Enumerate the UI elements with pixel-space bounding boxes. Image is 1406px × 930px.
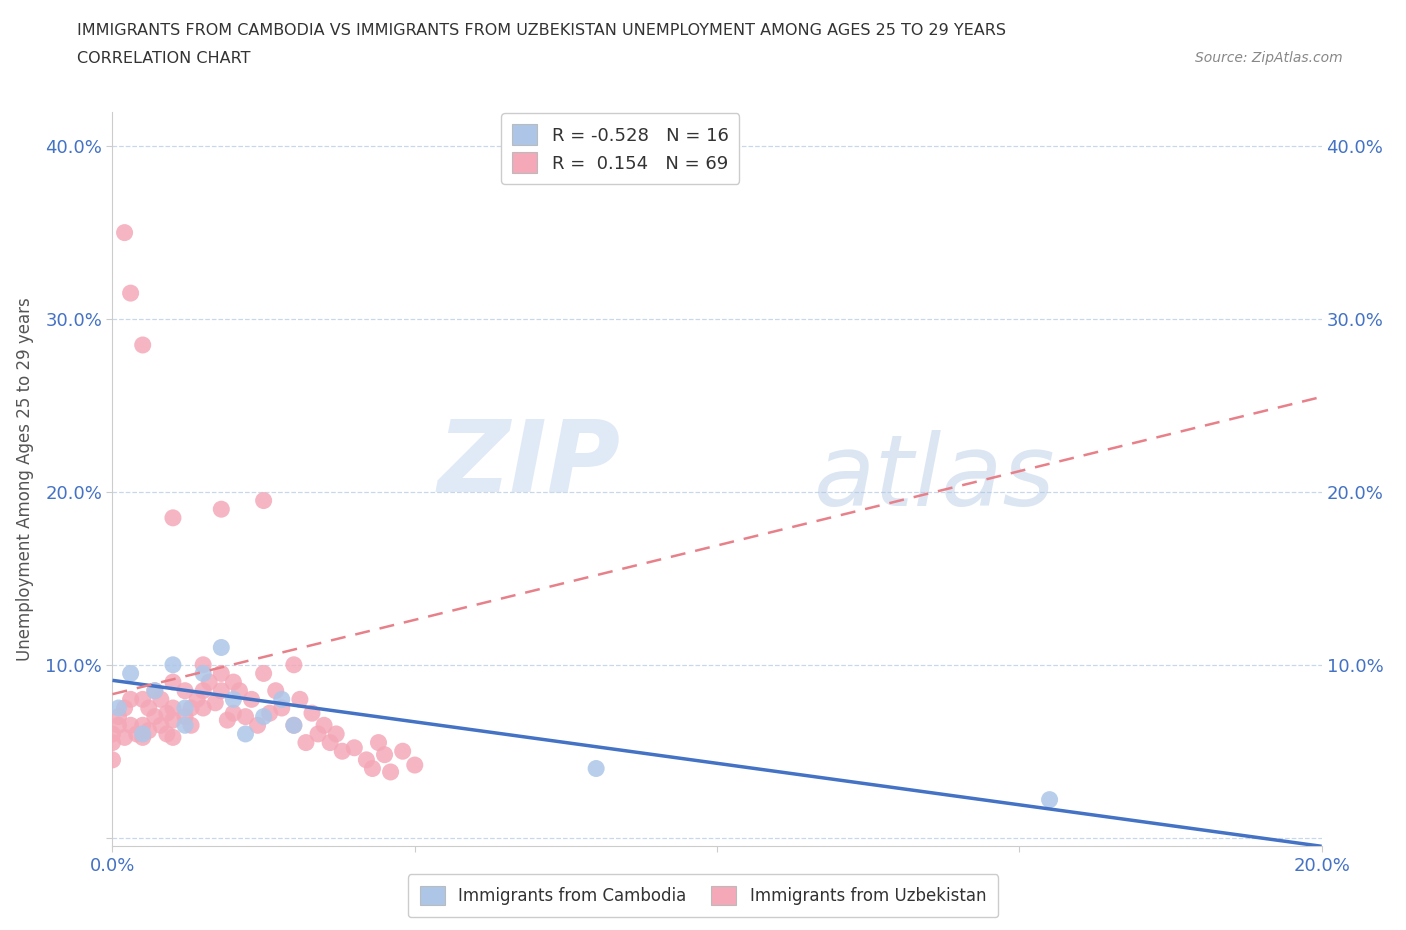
Point xyxy=(156,706,179,721)
Point xyxy=(143,710,166,724)
Point xyxy=(240,692,263,707)
Point xyxy=(235,726,257,741)
Text: Source: ZipAtlas.com: Source: ZipAtlas.com xyxy=(1195,51,1343,65)
Point xyxy=(180,718,202,733)
Point xyxy=(191,666,214,681)
Point xyxy=(114,700,136,715)
Point xyxy=(114,225,136,240)
Point xyxy=(246,718,269,733)
Point xyxy=(198,674,221,689)
Point xyxy=(209,684,232,698)
Y-axis label: Unemployment Among Ages 25 to 29 years: Unemployment Among Ages 25 to 29 years xyxy=(15,297,34,661)
Legend: R = -0.528   N = 16, R =  0.154   N = 69: R = -0.528 N = 16, R = 0.154 N = 69 xyxy=(501,113,740,184)
Point xyxy=(222,706,245,721)
Point xyxy=(367,735,389,750)
Text: atlas: atlas xyxy=(814,431,1056,527)
Point xyxy=(404,758,426,773)
Point xyxy=(101,726,124,741)
Point xyxy=(283,718,305,733)
Point xyxy=(314,718,336,733)
Point xyxy=(107,700,129,715)
Point xyxy=(149,718,172,733)
Point xyxy=(162,712,184,727)
Point xyxy=(264,684,287,698)
Point xyxy=(253,666,276,681)
Point xyxy=(585,761,607,776)
Point xyxy=(138,700,160,715)
Point xyxy=(186,692,208,707)
Point xyxy=(138,723,160,737)
Point xyxy=(253,493,276,508)
Point xyxy=(143,684,166,698)
Point xyxy=(222,692,245,707)
Point xyxy=(301,706,323,721)
Point xyxy=(162,730,184,745)
Point xyxy=(125,726,148,741)
Point xyxy=(325,726,347,741)
Point xyxy=(307,726,329,741)
Point xyxy=(180,700,202,715)
Point xyxy=(120,666,142,681)
Point xyxy=(162,658,184,672)
Point xyxy=(174,718,197,733)
Point xyxy=(162,700,184,715)
Point xyxy=(162,674,184,689)
Point xyxy=(143,684,166,698)
Point xyxy=(191,684,214,698)
Point xyxy=(191,658,214,672)
Text: IMMIGRANTS FROM CAMBODIA VS IMMIGRANTS FROM UZBEKISTAN UNEMPLOYMENT AMONG AGES 2: IMMIGRANTS FROM CAMBODIA VS IMMIGRANTS F… xyxy=(77,23,1007,38)
Point xyxy=(174,710,197,724)
Point xyxy=(270,692,292,707)
Point xyxy=(204,696,226,711)
Point xyxy=(101,752,124,767)
Point xyxy=(295,735,318,750)
Point xyxy=(380,764,402,779)
Point xyxy=(253,710,276,724)
Point xyxy=(209,640,232,655)
Point xyxy=(149,692,172,707)
Point xyxy=(391,744,413,759)
Point xyxy=(101,735,124,750)
Point xyxy=(162,511,184,525)
Point xyxy=(120,286,142,300)
Point xyxy=(107,718,129,733)
Point xyxy=(1038,792,1062,807)
Point xyxy=(235,710,257,724)
Text: CORRELATION CHART: CORRELATION CHART xyxy=(77,51,250,66)
Legend: Immigrants from Cambodia, Immigrants from Uzbekistan: Immigrants from Cambodia, Immigrants fro… xyxy=(408,874,998,917)
Point xyxy=(330,744,353,759)
Point xyxy=(209,502,232,517)
Point xyxy=(374,747,396,762)
Point xyxy=(209,666,232,681)
Point xyxy=(259,706,281,721)
Point xyxy=(217,712,239,727)
Point xyxy=(132,718,155,733)
Point xyxy=(283,718,305,733)
Point xyxy=(156,726,179,741)
Point xyxy=(191,700,214,715)
Point xyxy=(132,726,155,741)
Point xyxy=(174,684,197,698)
Point xyxy=(228,684,250,698)
Point xyxy=(270,700,292,715)
Point xyxy=(132,730,155,745)
Point xyxy=(120,692,142,707)
Point xyxy=(132,692,155,707)
Point xyxy=(174,700,197,715)
Point xyxy=(132,338,155,352)
Text: ZIP: ZIP xyxy=(437,416,620,512)
Point xyxy=(283,658,305,672)
Point xyxy=(120,718,142,733)
Point xyxy=(288,692,311,707)
Point xyxy=(222,674,245,689)
Point xyxy=(356,752,378,767)
Point xyxy=(319,735,342,750)
Point xyxy=(114,730,136,745)
Point xyxy=(107,710,129,724)
Point xyxy=(361,761,384,776)
Point xyxy=(343,740,366,755)
